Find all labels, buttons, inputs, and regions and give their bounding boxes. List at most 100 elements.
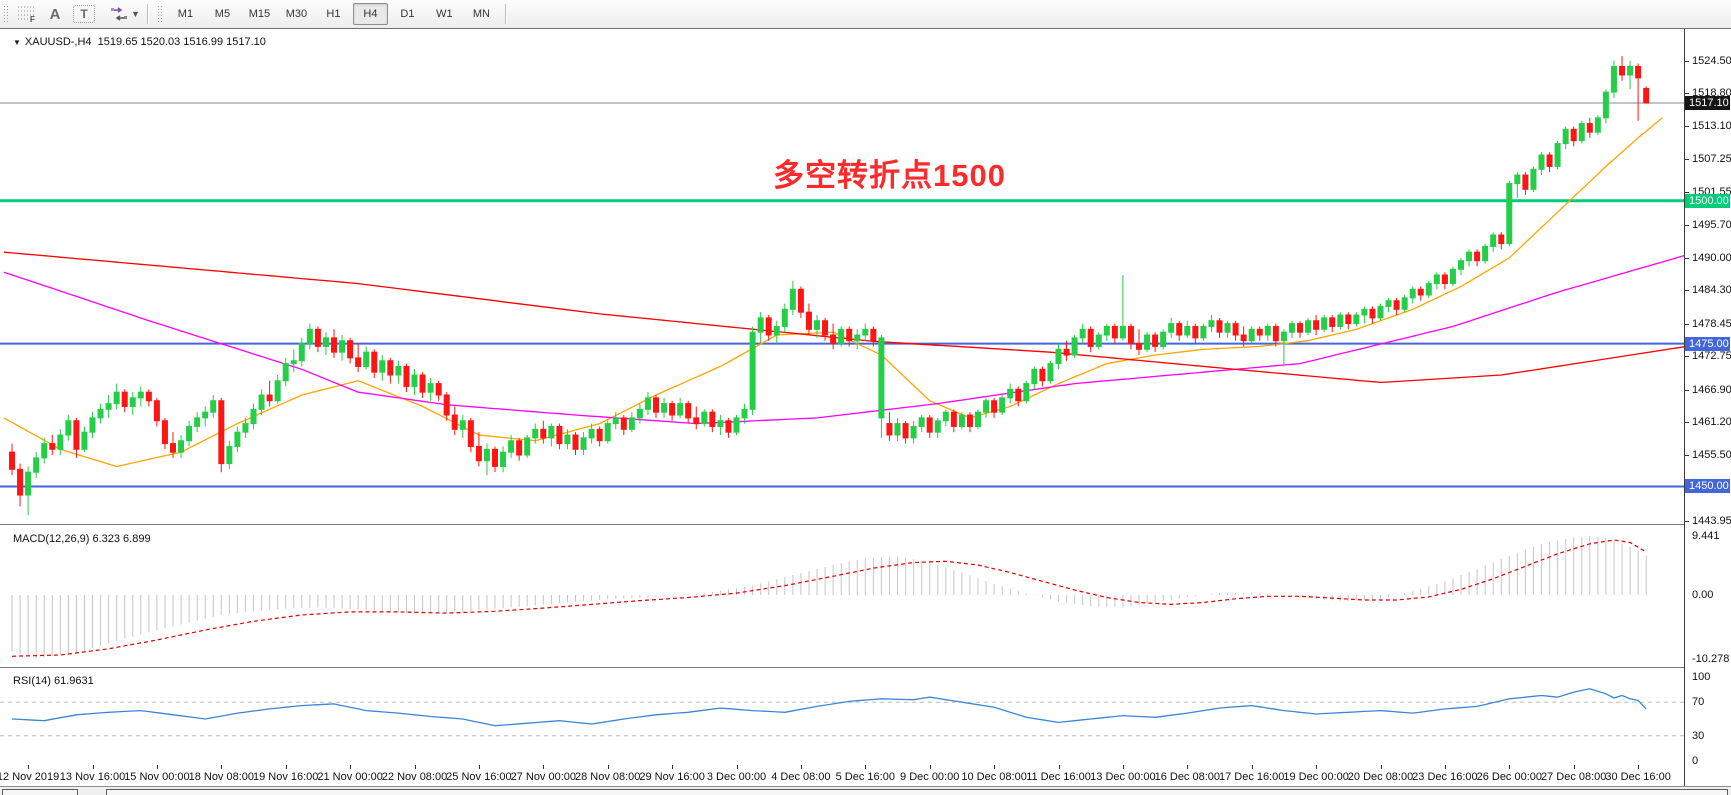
date-tick — [414, 765, 416, 769]
date-tick — [1380, 765, 1382, 769]
date-tick — [1251, 765, 1253, 769]
date-tick-label: 19 Dec 00:00 — [1283, 771, 1349, 783]
rsi-tick-label: 100 — [1692, 670, 1711, 683]
axis-tick — [1685, 389, 1689, 391]
date-tick — [478, 765, 480, 769]
toolbar-drag-handle[interactable] — [3, 5, 9, 23]
axis-tick — [1685, 323, 1689, 325]
date-tick — [672, 765, 674, 769]
date-tick — [350, 765, 352, 769]
timeframe-button-d1[interactable]: D1 — [400, 8, 415, 20]
timeframe-button-m15[interactable]: M15 — [248, 8, 271, 20]
axis-tick — [1685, 225, 1689, 227]
macd-label: MACD(12,26,9) 6.323 6.899 — [13, 533, 151, 545]
date-tick-label: 11 Dec 16:00 — [1026, 771, 1091, 783]
date-tick — [92, 765, 94, 769]
price-tick-label: 1472.75 — [1692, 350, 1731, 363]
date-tick — [156, 765, 158, 769]
macd-tick-label: -10.278 — [1692, 653, 1730, 666]
date-tick — [607, 765, 609, 769]
bottom-dock-strip — [0, 786, 1731, 795]
symbol-info-line[interactable]: ▼ XAUUSD-,H4 1519.65 1520.03 1516.99 1517… — [13, 36, 266, 48]
macd-tick-label: 9.441 — [1692, 529, 1720, 542]
text-a-icon[interactable]: A — [49, 5, 61, 23]
grid-properties-icon[interactable]: F — [13, 2, 41, 26]
axis-tick — [1685, 159, 1689, 161]
date-tick-label: 15 Nov 00:00 — [124, 771, 190, 783]
chart-window: ▼ XAUUSD-,H4 1519.65 1520.03 1516.99 1517… — [0, 28, 1731, 787]
timeframe-button-m1[interactable]: M1 — [177, 8, 194, 20]
date-tick — [1316, 765, 1318, 769]
date-tick — [543, 765, 545, 769]
rsi-pane[interactable]: RSI(14) 61.9631 — [0, 670, 1684, 765]
axis-tick — [1685, 356, 1689, 358]
axis-tick — [1685, 60, 1689, 62]
date-tick-label: 10 Dec 08:00 — [961, 771, 1027, 783]
timeframe-button-h1[interactable]: H1 — [326, 8, 341, 20]
date-tick — [865, 765, 867, 769]
ohlc-values: 1519.65 1520.03 1516.99 1517.10 — [97, 36, 266, 48]
bottom-dock-box-left[interactable] — [2, 789, 78, 795]
date-tick — [1122, 765, 1124, 769]
date-tick — [28, 765, 30, 769]
date-tick-label: 12 Nov 2019 — [0, 771, 60, 783]
timeframe-button-h4[interactable]: H4 — [352, 3, 388, 25]
timeframe-button-m5[interactable]: M5 — [214, 8, 231, 20]
main-price-pane[interactable]: ▼ XAUUSD-,H4 1519.65 1520.03 1516.99 1517… — [0, 29, 1684, 524]
toolbar-separator — [146, 4, 149, 24]
rsi-tick-label: 0 — [1692, 755, 1699, 767]
date-tick-label: 9 Dec 00:00 — [900, 771, 960, 783]
axis-tick — [1685, 191, 1689, 193]
timeframe-button-mn[interactable]: MN — [472, 8, 490, 20]
rsi-tick-label: 30 — [1692, 729, 1705, 742]
date-tick — [736, 765, 738, 769]
date-tick — [285, 765, 287, 769]
date-tick — [1573, 765, 1575, 769]
macd-pane[interactable]: MACD(12,26,9) 6.323 6.899 — [0, 527, 1684, 667]
price-tick-label: 1455.50 — [1692, 449, 1731, 462]
date-tick-label: 19 Nov 16:00 — [252, 771, 319, 783]
timeframe-group-handle[interactable] — [156, 5, 163, 23]
arrows-tool-dropdown-caret[interactable]: ▼ — [131, 9, 140, 19]
price-badge-1450.00: 1450.00 — [1685, 479, 1730, 494]
price-tick-label: 1466.90 — [1692, 383, 1731, 396]
date-tick-label: 4 Dec 08:00 — [771, 771, 831, 783]
price-tick-label: 1524.50 — [1692, 54, 1731, 67]
date-tick-label: 26 Dec 00:00 — [1476, 771, 1543, 783]
bottom-dock-box-right[interactable] — [106, 789, 1728, 795]
rsi-label: RSI(14) 61.9631 — [13, 675, 94, 687]
timeframe-button-m30[interactable]: M30 — [285, 8, 308, 20]
axis-tick — [1685, 290, 1689, 292]
symbol-dropdown-icon[interactable]: ▼ — [13, 38, 21, 47]
date-tick-label: 17 Dec 16:00 — [1218, 771, 1285, 783]
date-tick-label: 27 Nov 00:00 — [510, 771, 577, 783]
date-tick-label: 27 Dec 08:00 — [1540, 771, 1607, 783]
date-tick-label: 21 Nov 00:00 — [317, 771, 383, 783]
axis-tick — [1685, 257, 1689, 259]
date-tick-label: 22 Nov 08:00 — [381, 771, 448, 783]
price-tick-label: 1490.00 — [1692, 251, 1731, 264]
timeframe-group: M1 M5 M15 M30 H1 H4 D1 W1 MN — [167, 3, 500, 25]
date-tick — [994, 765, 996, 769]
date-tick — [929, 765, 931, 769]
price-badge-1500.00: 1500.00 — [1685, 193, 1730, 208]
price-tick-label: 1495.70 — [1692, 219, 1731, 232]
date-tick-label: 28 Nov 08:00 — [574, 771, 641, 783]
price-tick-label: 1478.45 — [1692, 317, 1731, 330]
date-tick-label: 23 Dec 16:00 — [1412, 771, 1478, 783]
axis-tick — [1685, 455, 1689, 457]
date-tick — [1187, 765, 1189, 769]
date-axis[interactable]: 12 Nov 2019 13 Nov 16:00 15 Nov 00:00 18 No… — [0, 765, 1684, 787]
symbol-label: XAUUSD-,H4 — [24, 36, 92, 48]
price-badge-1475.00: 1475.00 — [1685, 336, 1730, 351]
macd-tick-label: 0.00 — [1692, 589, 1714, 601]
date-tick-label: 29 Nov 16:00 — [639, 771, 705, 783]
price-axis[interactable]: 1524.50 1518.80 1513.10 1507.25 1501.55 1495.… — [1685, 29, 1731, 787]
arrows-tool-icon[interactable] — [105, 2, 133, 26]
timeframe-button-w1[interactable]: W1 — [436, 8, 453, 20]
date-tick-label: 5 Dec 16:00 — [835, 771, 895, 783]
price-tick-label: 1507.25 — [1692, 153, 1731, 166]
price-tick-label: 1484.30 — [1692, 284, 1731, 297]
text-label-t-icon[interactable]: T — [73, 5, 95, 23]
